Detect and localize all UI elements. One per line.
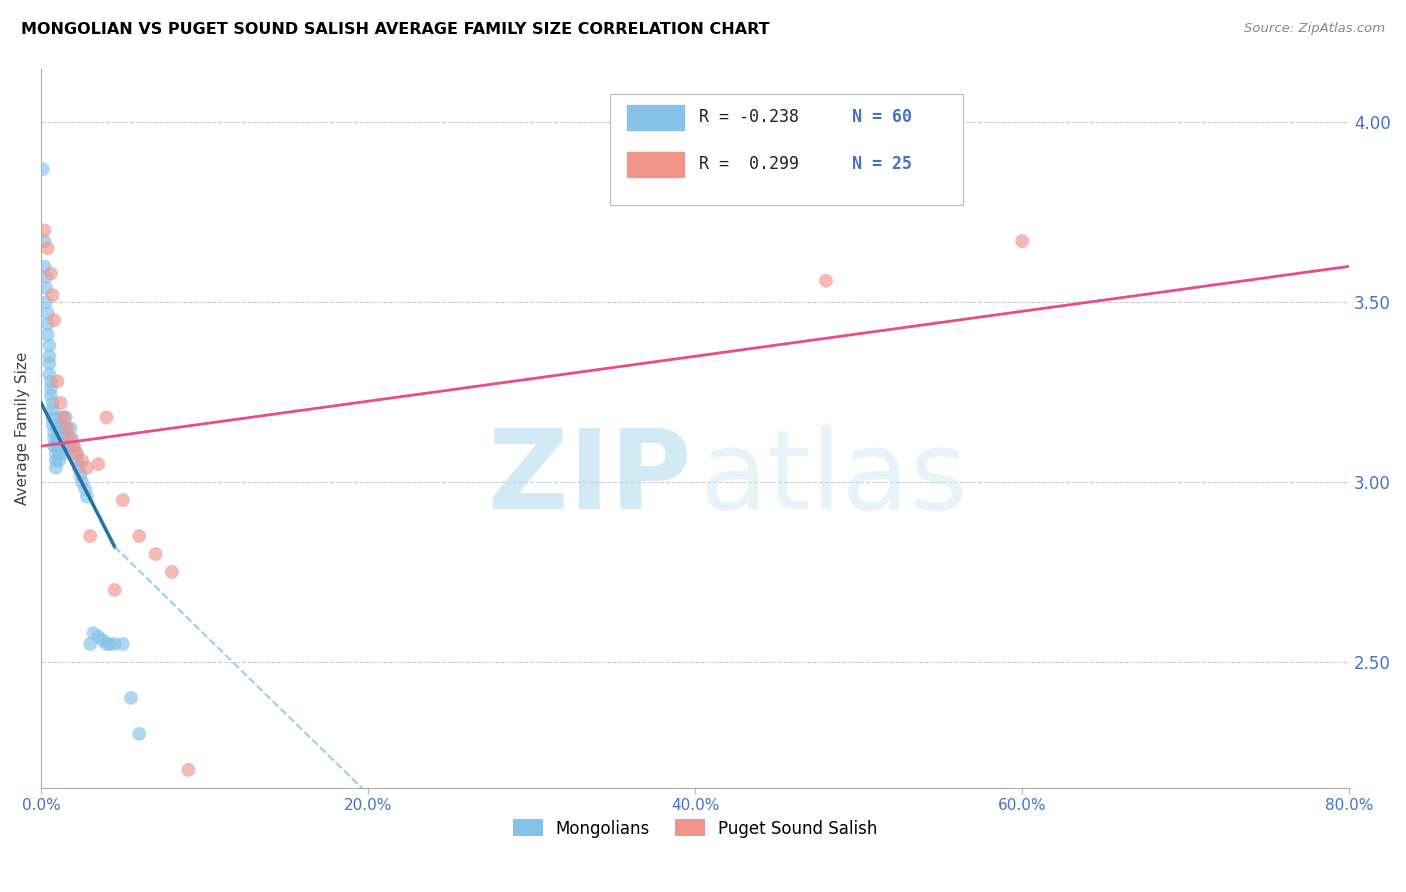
Point [45,460,67,475]
Point [177,763,200,777]
Point [104,637,127,651]
Point [96,410,118,425]
Text: ZIP: ZIP [488,425,692,532]
Point [31,162,53,177]
Point [38,349,60,363]
Point [111,637,134,651]
Point [104,582,127,597]
Point [34,260,56,274]
Point [35,295,58,310]
Point [41,396,63,410]
Point [41,403,63,417]
Point [49,421,72,435]
Point [96,637,118,651]
Point [814,274,837,288]
Point [82,626,104,640]
Point [55,421,77,435]
Point [120,690,142,705]
Text: R = -0.238: R = -0.238 [699,109,799,127]
Point [35,281,58,295]
Bar [626,103,685,131]
Y-axis label: Average Family Size: Average Family Size [15,351,30,505]
Point [44,432,66,446]
Point [128,727,150,741]
Point [76,460,98,475]
Point [35,270,58,285]
Point [87,630,110,644]
Point [51,432,73,446]
Point [91,633,114,648]
Point [49,396,72,410]
Point [44,313,66,327]
Point [45,453,67,467]
Text: Source: ZipAtlas.com: Source: ZipAtlas.com [1244,22,1385,36]
Point [76,490,98,504]
Point [46,375,69,389]
Point [1011,234,1033,248]
Point [65,446,87,460]
Point [41,417,63,432]
Point [39,389,62,403]
Text: R =  0.299: R = 0.299 [699,155,799,173]
FancyBboxPatch shape [610,94,963,205]
Point [44,425,66,439]
Point [56,432,79,446]
Point [160,565,183,579]
Text: atlas: atlas [699,425,967,532]
Point [59,421,82,435]
Point [87,457,110,471]
Text: N = 60: N = 60 [852,109,912,127]
Point [69,467,91,482]
Point [58,439,80,453]
Point [75,483,97,497]
Point [37,327,59,342]
Point [48,446,70,460]
Point [48,453,70,467]
Point [98,637,121,651]
Bar [626,151,685,178]
Point [39,267,62,281]
Point [66,453,89,467]
Point [44,439,66,453]
Point [79,529,101,543]
Point [37,241,59,255]
Point [53,410,76,425]
Point [45,446,67,460]
Point [128,529,150,543]
Point [66,446,89,460]
Point [39,382,62,396]
Point [60,432,83,446]
Point [67,460,90,475]
Point [53,446,76,460]
Text: N = 25: N = 25 [852,155,912,173]
Point [37,306,59,320]
Point [37,317,59,331]
Point [59,432,82,446]
Point [38,368,60,382]
Point [51,439,73,453]
Point [41,410,63,425]
Point [41,288,63,302]
Point [62,439,84,453]
Point [70,475,93,490]
Point [38,356,60,370]
Point [38,338,60,352]
Point [46,421,69,435]
Point [70,453,93,467]
Text: MONGOLIAN VS PUGET SOUND SALISH AVERAGE FAMILY SIZE CORRELATION CHART: MONGOLIAN VS PUGET SOUND SALISH AVERAGE … [21,22,769,37]
Point [46,432,69,446]
Point [56,421,79,435]
Point [62,439,84,453]
Point [46,439,69,453]
Point [34,223,56,237]
Legend: Mongolians, Puget Sound Salish: Mongolians, Puget Sound Salish [506,813,884,844]
Point [34,234,56,248]
Point [49,410,72,425]
Point [55,410,77,425]
Point [79,637,101,651]
Point [145,547,167,561]
Point [111,493,134,508]
Point [39,375,62,389]
